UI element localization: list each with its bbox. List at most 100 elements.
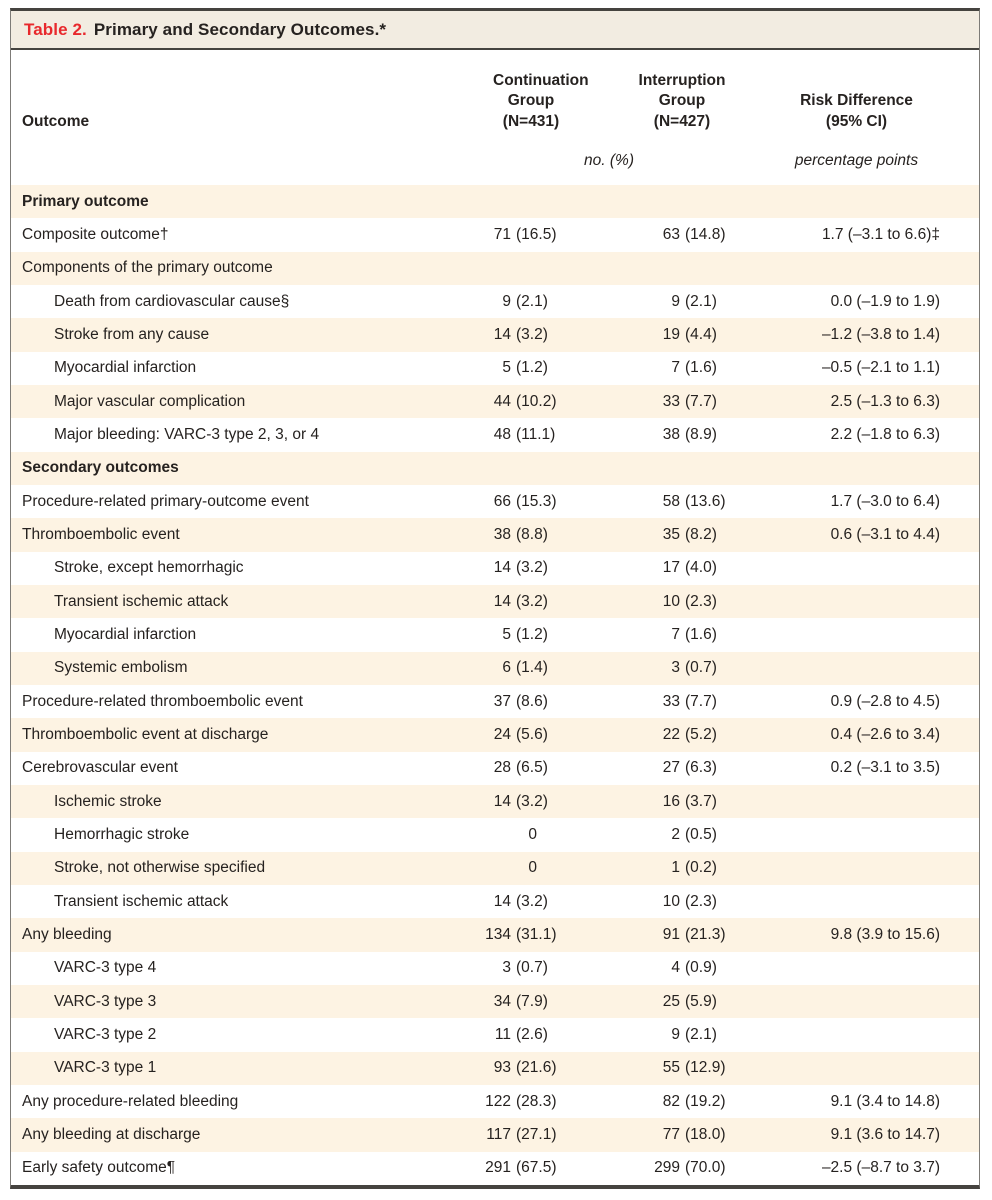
table-title-text: Primary and Secondary Outcomes.* <box>93 19 387 39</box>
risk-difference-value: 0.4 (–2.6 to 3.4) <box>830 725 940 743</box>
risk-difference-value: –2.5 (–8.7 to 3.7) <box>821 1159 940 1177</box>
continuation-count: 117 <box>486 1125 511 1143</box>
continuation-count: 38 <box>493 525 511 543</box>
continuation-percent: (8.8) <box>516 525 548 543</box>
table-row: Any bleeding at discharge 117 (27.1) 77 … <box>11 1118 979 1152</box>
table-row: VARC-3 type 4 3 (0.7) 4 (0.9) <box>11 952 979 985</box>
table-row: Any bleeding 134 (31.1) 91 (21.3) 9.8 (3… <box>11 918 979 952</box>
risk-difference-value: 2.2 (–1.8 to 6.3) <box>830 425 940 443</box>
continuation-count: 14 <box>493 892 511 910</box>
risk-difference-value: 0.6 (–3.1 to 4.4) <box>830 525 940 543</box>
interruption-count: 7 <box>671 359 680 377</box>
table-row: Stroke from any cause 14 (3.2) 19 (4.4) … <box>11 318 979 352</box>
interruption-count: 82 <box>662 1092 680 1110</box>
interruption-percent: (12.9) <box>685 1059 726 1077</box>
continuation-percent: (1.4) <box>516 659 548 677</box>
interruption-count: 91 <box>662 925 680 943</box>
interruption-count: 35 <box>662 525 680 543</box>
continuation-percent: (5.6) <box>516 725 548 743</box>
units-groups-label: no. (%) <box>584 152 634 169</box>
table-row: Early safety outcome¶ 291 (67.5) 299 (70… <box>11 1152 979 1185</box>
outcome-label: Stroke, not otherwise specified <box>54 859 266 877</box>
outcome-label: Systemic embolism <box>54 659 188 677</box>
continuation-percent: (3.2) <box>516 792 548 810</box>
continuation-percent: (7.9) <box>516 992 548 1010</box>
outcome-label: Myocardial infarction <box>54 359 197 377</box>
continuation-percent: (16.5) <box>516 225 557 243</box>
outcome-label: Procedure-related primary-outcome event <box>22 492 309 510</box>
continuation-count: 14 <box>493 559 511 577</box>
interruption-count: 22 <box>662 725 680 743</box>
interruption-percent: (1.6) <box>685 625 717 643</box>
table-row: Transient ischemic attack 14 (3.2) 10 (2… <box>11 885 979 918</box>
continuation-percent: (3.2) <box>516 325 548 343</box>
outcome-label: Thromboembolic event at discharge <box>22 725 269 743</box>
table-card: Table 2. Primary and Secondary Outcomes.… <box>10 8 980 1189</box>
table-rows: Primary outcome Composite outcome† 71 (1… <box>11 185 979 1185</box>
table-row: Hemorrhagic stroke 0 2 (0.5) <box>11 818 979 851</box>
continuation-count: 134 <box>485 925 511 943</box>
continuation-percent: (27.1) <box>516 1125 557 1143</box>
continuation-percent: (2.6) <box>516 1025 548 1043</box>
risk-difference-value: 9.1 (3.6 to 14.7) <box>830 1125 940 1143</box>
continuation-count: 14 <box>493 592 511 610</box>
interruption-percent: (0.2) <box>685 859 717 877</box>
interruption-percent: (7.7) <box>685 392 717 410</box>
interruption-percent: (8.9) <box>685 425 717 443</box>
table-row: Procedure-related thromboembolic event 3… <box>11 685 979 718</box>
continuation-percent: (31.1) <box>516 925 557 943</box>
interruption-percent: (0.7) <box>685 659 717 677</box>
interruption-count: 27 <box>662 759 680 777</box>
outcome-label: Hemorrhagic stroke <box>54 825 190 843</box>
risk-difference-value: 9.8 (3.9 to 15.6) <box>830 925 940 943</box>
interruption-percent: (13.6) <box>685 492 726 510</box>
table-row: Transient ischemic attack 14 (3.2) 10 (2… <box>11 584 979 619</box>
interruption-percent: (2.3) <box>685 592 717 610</box>
continuation-percent: (2.1) <box>516 292 548 310</box>
continuation-count: 44 <box>493 392 511 410</box>
continuation-percent: (10.2) <box>516 392 557 410</box>
outcome-label: Thromboembolic event <box>22 525 180 543</box>
outcome-label: Primary outcome <box>22 192 149 210</box>
continuation-count: 66 <box>493 492 511 510</box>
interruption-count: 7 <box>671 625 680 643</box>
interruption-percent: (3.7) <box>685 792 717 810</box>
risk-difference-value: –1.2 (–3.8 to 1.4) <box>821 325 940 343</box>
continuation-count: 71 <box>493 225 511 243</box>
interruption-count: 4 <box>671 959 680 977</box>
outcome-label: Components of the primary outcome <box>22 259 273 277</box>
outcome-label: VARC-3 type 3 <box>54 992 157 1010</box>
table-row: VARC-3 type 3 34 (7.9) 25 (5.9) <box>11 984 979 1019</box>
continuation-count: 37 <box>493 692 511 710</box>
table-row: Ischemic stroke 14 (3.2) 16 (3.7) <box>11 784 979 819</box>
continuation-percent: (11.1) <box>516 425 556 443</box>
interruption-count: 33 <box>662 392 680 410</box>
interruption-count: 58 <box>662 492 680 510</box>
interruption-count: 19 <box>662 325 680 343</box>
table-row: Cerebrovascular event 28 (6.5) 27 (6.3) … <box>11 752 979 785</box>
interruption-count: 77 <box>662 1125 680 1143</box>
continuation-percent: (1.2) <box>516 625 548 643</box>
interruption-count: 63 <box>662 225 680 243</box>
continuation-count: 0 <box>528 859 537 877</box>
interruption-count: 1 <box>671 859 680 877</box>
outcome-label: Early safety outcome¶ <box>22 1159 176 1177</box>
table-row: VARC-3 type 1 93 (21.6) 55 (12.9) <box>11 1051 979 1085</box>
table-row: Systemic embolism 6 (1.4) 3 (0.7) <box>11 651 979 685</box>
interruption-count: 33 <box>662 692 680 710</box>
outcome-label: VARC-3 type 4 <box>54 959 157 977</box>
outcome-label: VARC-3 type 1 <box>54 1059 157 1077</box>
interruption-percent: (4.4) <box>685 325 717 343</box>
risk-difference-value: 1.7 (–3.1 to 6.6)‡ <box>821 225 940 243</box>
continuation-percent: (3.2) <box>516 592 548 610</box>
interruption-count: 299 <box>654 1159 680 1177</box>
interruption-percent: (19.2) <box>685 1092 726 1110</box>
table-row: Thromboembolic event at discharge 24 (5.… <box>11 718 979 752</box>
continuation-percent: (28.3) <box>516 1092 557 1110</box>
table-title-bar: Table 2. Primary and Secondary Outcomes.… <box>11 11 979 50</box>
interruption-count: 16 <box>662 792 680 810</box>
outcome-label: Major bleeding: VARC-3 type 2, 3, or 4 <box>54 425 320 443</box>
continuation-count: 0 <box>528 825 537 843</box>
table-row: Death from cardiovascular cause§ 9 (2.1)… <box>11 285 979 318</box>
interruption-percent: (14.8) <box>685 225 726 243</box>
